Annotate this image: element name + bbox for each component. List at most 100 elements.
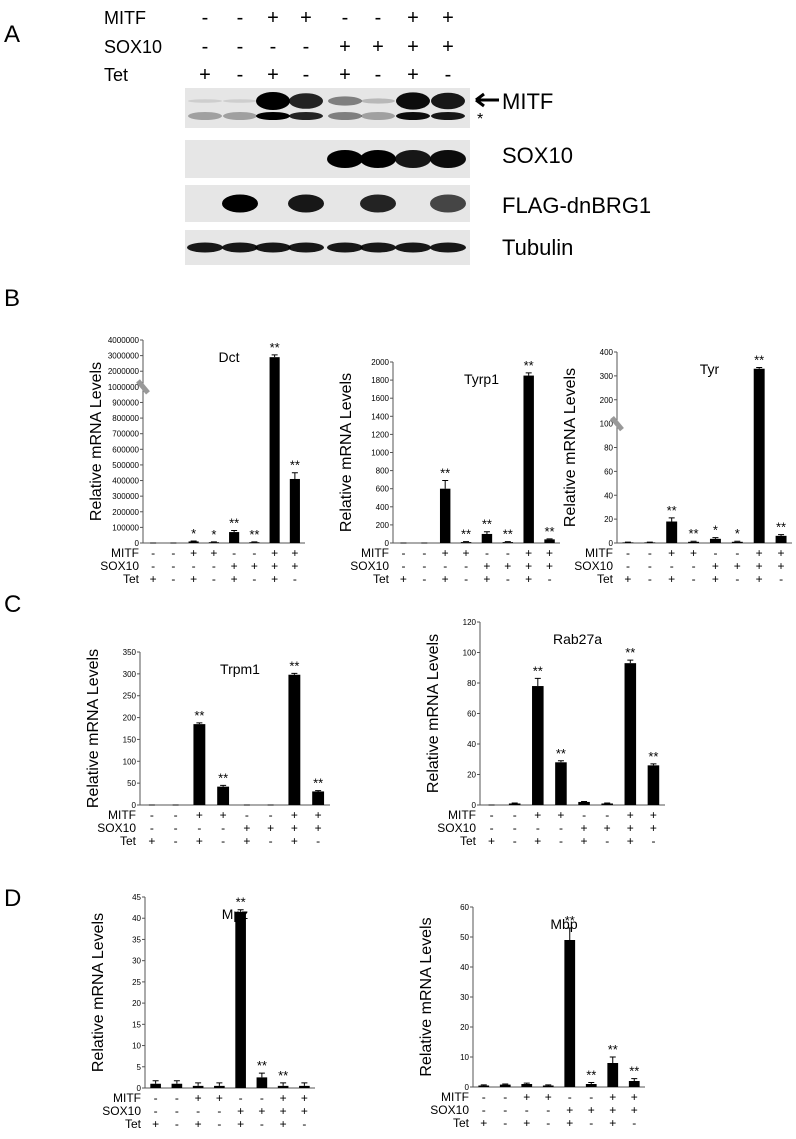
condition-label: SOX10 <box>350 559 389 573</box>
condition-sign: - <box>303 36 310 58</box>
condition-sign: + <box>291 821 298 835</box>
y-axis-label: Relative mRNA Levels <box>88 362 105 521</box>
condition-sign: - <box>150 808 154 822</box>
condition-sign: - <box>260 1117 264 1131</box>
significance-mark: ** <box>754 353 764 368</box>
y-tick-label: 100 <box>600 420 614 429</box>
condition-sign: - <box>464 559 468 573</box>
bar <box>564 940 575 1087</box>
bar <box>607 1063 618 1087</box>
condition-label: MITF <box>104 8 146 28</box>
condition-sign: + <box>581 834 588 848</box>
blot-band <box>223 99 257 103</box>
condition-sign: - <box>713 546 717 560</box>
condition-sign: + <box>237 1104 244 1118</box>
condition-sign: - <box>670 559 674 573</box>
condition-label: SOX10 <box>437 821 476 835</box>
significance-mark: ** <box>236 895 246 910</box>
blot-band <box>395 243 431 253</box>
condition-label: Tet <box>597 572 614 586</box>
significance-mark: ** <box>440 466 450 481</box>
y-tick-label: 20 <box>460 1023 469 1032</box>
blot-band <box>255 243 291 253</box>
condition-sign: - <box>342 7 349 29</box>
significance-mark: ** <box>194 708 204 723</box>
condition-sign: + <box>566 1116 573 1130</box>
condition-sign: - <box>293 572 297 586</box>
chart-title: Trpm1 <box>220 661 260 677</box>
condition-sign: + <box>243 821 250 835</box>
blot-band <box>256 112 290 120</box>
significance-mark: ** <box>461 527 471 542</box>
error-bar <box>627 660 633 663</box>
condition-label: MITF <box>111 546 139 560</box>
condition-sign: + <box>150 572 157 586</box>
error-bar <box>153 1081 159 1084</box>
condition-label: MITF <box>361 546 389 560</box>
blot-band <box>430 150 466 168</box>
condition-sign: - <box>464 572 468 586</box>
condition-sign: - <box>503 1103 507 1117</box>
y-tick-label: 150 <box>123 735 137 744</box>
bar <box>625 663 637 805</box>
blot-band <box>187 243 223 253</box>
condition-sign: - <box>422 559 426 573</box>
significance-mark: ** <box>229 516 239 531</box>
condition-label: MITF <box>108 808 136 822</box>
y-tick-label: 45 <box>132 893 141 902</box>
condition-sign: - <box>589 1116 593 1130</box>
condition-sign: - <box>174 821 178 835</box>
significance-mark: ** <box>608 1042 618 1057</box>
condition-sign: - <box>648 546 652 560</box>
significance-mark: * <box>713 523 718 538</box>
condition-sign: + <box>712 572 719 586</box>
panel-label: D <box>4 885 21 912</box>
y-tick-label: 600 <box>376 485 390 494</box>
y-tick-label: 30 <box>132 957 141 966</box>
y-axis-label: Relative mRNA Levels <box>338 373 355 532</box>
y-tick-label: 20 <box>467 771 476 780</box>
condition-sign: + <box>525 559 532 573</box>
y-tick-label: 50 <box>127 779 136 788</box>
condition-label: Tet <box>120 834 137 848</box>
condition-sign: - <box>546 1103 550 1117</box>
bar <box>278 1086 289 1088</box>
blot-band <box>222 195 258 213</box>
condition-label: SOX10 <box>97 821 136 835</box>
condition-sign: + <box>463 546 470 560</box>
condition-sign: - <box>513 834 517 848</box>
bar <box>500 1085 511 1087</box>
condition-sign: + <box>442 572 449 586</box>
condition-sign: - <box>422 572 426 586</box>
bar <box>629 1081 640 1087</box>
condition-sign: - <box>232 546 236 560</box>
condition-sign: - <box>589 1090 593 1104</box>
condition-sign: + <box>210 546 217 560</box>
condition-sign: + <box>267 7 279 29</box>
y-tick-label: 350 <box>123 648 137 657</box>
bar <box>688 542 699 543</box>
significance-mark: ** <box>648 749 658 764</box>
y-axis-label: Relative mRNA Levels <box>90 913 107 1072</box>
significance-mark: * <box>211 527 216 542</box>
bar <box>229 532 239 543</box>
condition-sign: + <box>271 546 278 560</box>
condition-sign: - <box>197 821 201 835</box>
condition-sign: - <box>174 834 178 848</box>
blot-band <box>222 243 258 253</box>
condition-sign: - <box>212 572 216 586</box>
significance-mark: ** <box>689 526 699 541</box>
y-tick-label: 100 <box>123 757 137 766</box>
blot-band <box>328 96 362 105</box>
condition-sign: - <box>651 834 655 848</box>
chart-title: Rab27a <box>553 631 602 647</box>
blot-band <box>327 243 363 253</box>
bar <box>214 1086 225 1088</box>
condition-sign: - <box>237 7 244 29</box>
y-tick-label: 80 <box>604 444 613 453</box>
y-tick-label: 700000 <box>112 430 139 439</box>
condition-sign: + <box>220 808 227 822</box>
band-label: Tubulin <box>502 235 573 260</box>
